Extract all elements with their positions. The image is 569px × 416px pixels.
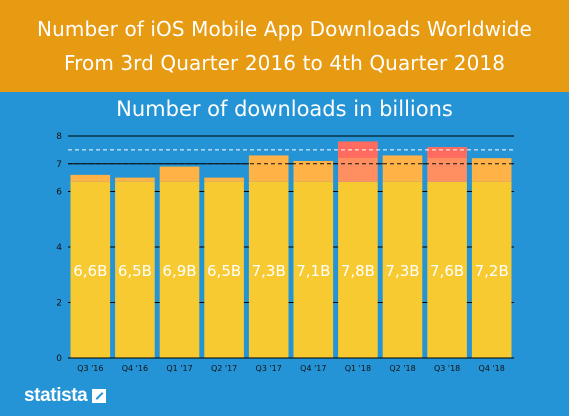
bar-upper-segment — [293, 160, 334, 182]
x-tick-label: Q4 '18 — [479, 364, 505, 373]
data-label: 6,6B — [73, 262, 107, 280]
bars — [70, 141, 512, 358]
bar — [159, 181, 200, 358]
y-tick-label: 6 — [56, 188, 62, 198]
chart-title-line-1: Number of iOS Mobile App Downloads World… — [37, 17, 532, 41]
x-tick-label: Q4 '17 — [300, 364, 326, 373]
x-tick-label: Q2 '17 — [211, 364, 237, 373]
y-tick-label: 0 — [56, 354, 62, 364]
bar — [338, 181, 378, 358]
chart-title-line-2: From 3rd Quarter 2016 to 4th Quarter 201… — [63, 51, 506, 75]
data-label: 7,3B — [252, 262, 286, 280]
y-tick-label: 8 — [56, 132, 62, 142]
chart-header: Number of iOS Mobile App Downloads World… — [0, 0, 569, 92]
y-tick-label: 7 — [56, 160, 62, 170]
x-tick-label: Q1 '17 — [166, 364, 192, 373]
y-tick-label: 4 — [56, 243, 62, 253]
data-label: 7,8B — [341, 262, 375, 280]
bar — [115, 181, 155, 358]
data-label: 7,3B — [385, 262, 419, 280]
bar-peak-segment — [427, 147, 467, 158]
statista-logo: statista — [24, 382, 107, 410]
statista-logo-text: statista — [24, 385, 88, 406]
x-tick-label: Q3 '17 — [256, 364, 282, 373]
x-tick-label: Q2 '18 — [389, 364, 415, 373]
bar — [70, 181, 111, 358]
bar — [427, 181, 467, 358]
x-tick-label: Q3 '16 — [77, 364, 103, 373]
bar — [293, 181, 334, 358]
bar-upper-segment — [382, 155, 423, 182]
x-tick-label: Q3 '18 — [434, 364, 460, 373]
chart-subtitle: Number of downloads in billions — [116, 97, 453, 121]
data-label: 7,2B — [475, 262, 509, 280]
data-labels: 6,6B 6,5B 6,9B 6,5B 7,3B 7,1B 7,8B 7,3B 7,6B 7,2B — [73, 262, 509, 280]
bar-upper-segment — [248, 155, 289, 182]
x-tick-label: Q1 '18 — [345, 364, 371, 373]
y-axis-ticks: 0 2 4 6 7 8 — [56, 132, 62, 364]
bar-upper-segment — [70, 174, 111, 182]
reference-lines — [68, 149, 514, 165]
bar — [248, 181, 289, 358]
x-tick-label: Q4 '16 — [122, 364, 148, 373]
data-label: 6,5B — [118, 262, 152, 280]
bar-upper-segment — [471, 158, 512, 182]
data-label: 7,6B — [430, 262, 464, 280]
data-label: 6,5B — [207, 262, 241, 280]
bar-upper-segment — [159, 166, 200, 182]
bar — [382, 181, 423, 358]
bar — [471, 181, 512, 358]
x-axis-labels: Q3 '16 Q4 '16 Q1 '17 Q2 '17 Q3 '17 Q4 '17 Q1 '… — [77, 364, 505, 373]
bar-upper-segment — [204, 177, 244, 182]
data-label: 7,1B — [296, 262, 330, 280]
data-label: 6,9B — [162, 262, 196, 280]
bar-upper-segment — [115, 177, 155, 182]
y-tick-label: 2 — [56, 299, 62, 309]
bar — [204, 181, 244, 358]
statista-arrow-icon — [92, 389, 107, 403]
